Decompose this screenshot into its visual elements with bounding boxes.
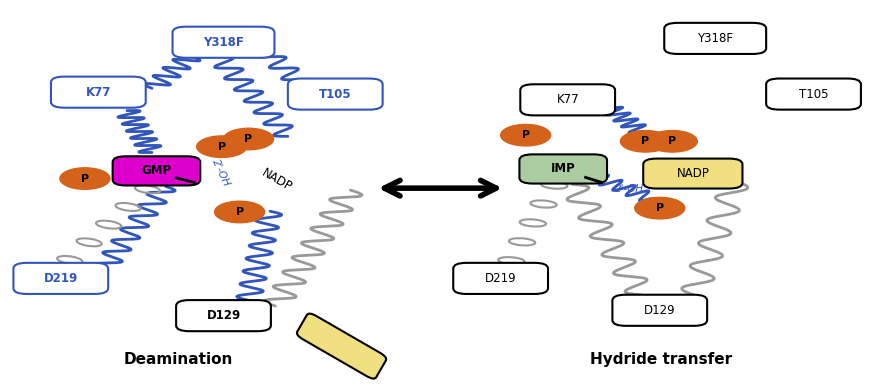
Circle shape [215, 201, 265, 223]
Text: P: P [521, 130, 530, 140]
Text: D129: D129 [207, 309, 240, 322]
Text: P: P [80, 174, 89, 184]
FancyBboxPatch shape [113, 156, 200, 185]
Circle shape [224, 128, 274, 150]
Circle shape [197, 136, 247, 157]
Circle shape [60, 168, 110, 189]
Text: NADP: NADP [259, 167, 295, 194]
FancyBboxPatch shape [173, 27, 274, 58]
Circle shape [620, 131, 670, 152]
FancyBboxPatch shape [520, 84, 615, 115]
Circle shape [647, 131, 697, 152]
Circle shape [635, 197, 685, 219]
FancyBboxPatch shape [51, 77, 146, 108]
Text: GMP: GMP [141, 164, 172, 177]
FancyBboxPatch shape [644, 159, 742, 189]
Text: P: P [655, 203, 664, 213]
Text: P: P [668, 136, 677, 146]
Text: 2'-OH: 2'-OH [210, 157, 232, 188]
FancyBboxPatch shape [453, 263, 548, 294]
FancyBboxPatch shape [297, 314, 386, 379]
Text: NADP: NADP [677, 167, 709, 180]
FancyBboxPatch shape [13, 263, 108, 294]
FancyBboxPatch shape [612, 295, 707, 326]
Text: T105: T105 [799, 88, 828, 101]
Text: 2'-OH: 2'-OH [615, 184, 645, 194]
Text: P: P [235, 207, 244, 217]
Text: P: P [217, 142, 226, 152]
Text: P: P [641, 136, 650, 146]
Circle shape [501, 124, 551, 146]
FancyBboxPatch shape [664, 23, 766, 54]
FancyBboxPatch shape [176, 300, 271, 331]
Text: T105: T105 [319, 88, 351, 101]
Text: Hydride transfer: Hydride transfer [591, 352, 732, 367]
Text: D219: D219 [44, 272, 78, 285]
Text: D219: D219 [485, 272, 517, 285]
FancyBboxPatch shape [766, 79, 861, 110]
Text: Y318F: Y318F [697, 32, 733, 45]
Text: K77: K77 [556, 93, 579, 106]
Text: D129: D129 [644, 304, 676, 317]
FancyBboxPatch shape [519, 154, 607, 184]
FancyBboxPatch shape [288, 79, 383, 110]
Text: IMP: IMP [551, 162, 576, 175]
Text: P: P [244, 134, 253, 144]
Text: Deamination: Deamination [124, 352, 233, 367]
Text: K77: K77 [86, 86, 111, 99]
Text: Y318F: Y318F [203, 36, 244, 49]
